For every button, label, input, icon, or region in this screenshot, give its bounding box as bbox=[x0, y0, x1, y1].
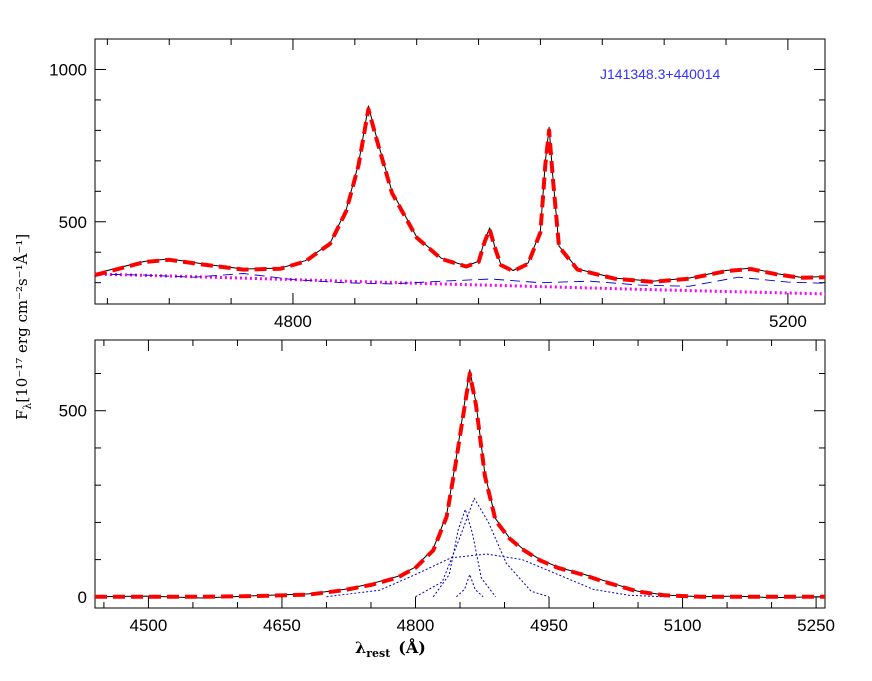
x-axis-label: λrest (Å) bbox=[355, 636, 426, 660]
top-y-tick-label: 500 bbox=[59, 213, 87, 232]
bottom-series-total-h-fit bbox=[95, 371, 825, 599]
top-x-tick-label: 4800 bbox=[274, 312, 312, 331]
bottom-panel: 4500 4650 4800 4950 5100 5250 0 500 bbox=[59, 339, 835, 635]
y-axis-label-symbol: F bbox=[13, 410, 31, 420]
bottom-x-tick-label: 4950 bbox=[530, 616, 568, 635]
top-panel-frame bbox=[94, 38, 826, 305]
bottom-series-observed-h-residual bbox=[94, 369, 826, 599]
bottom-x-tick-label: 5100 bbox=[664, 616, 702, 635]
bottom-x-tick-label: 5250 bbox=[797, 616, 835, 635]
bottom-x-tick-label: 4800 bbox=[397, 616, 435, 635]
bottom-series-narrow-component-2 bbox=[456, 574, 484, 598]
bottom-y-tick-label: 0 bbox=[78, 588, 87, 607]
bottom-x-tick-label: 4500 bbox=[130, 616, 168, 635]
top-series-model-fit bbox=[94, 107, 826, 284]
bottom-y-tick-label: 500 bbox=[59, 402, 87, 421]
bottom-series-broad-component bbox=[326, 553, 665, 598]
y-axis-label-sub: λ bbox=[21, 403, 34, 410]
top-series-observed-spectrum bbox=[94, 105, 826, 282]
bottom-series-narrow-component-1 bbox=[432, 508, 496, 598]
bottom-x-tick-label: 4650 bbox=[263, 616, 301, 635]
top-x-tick-label: 5200 bbox=[769, 312, 807, 331]
top-panel: 4800 5200 500 1000 J141348.3+440014 bbox=[49, 38, 826, 331]
top-series-power-law-continuum bbox=[94, 272, 826, 296]
top-series-fe-ii-template bbox=[94, 273, 826, 287]
x-axis-label-sub: rest bbox=[366, 647, 391, 660]
x-axis-label-unit: (Å) bbox=[398, 636, 426, 657]
y-axis-label: Fλ[10⁻¹⁷ erg cm⁻²s⁻¹Å⁻¹] bbox=[13, 234, 34, 420]
top-y-tick-label: 1000 bbox=[49, 60, 87, 79]
object-name: J141348.3+440014 bbox=[600, 66, 720, 82]
x-axis-label-symbol: λ bbox=[355, 638, 366, 657]
bottom-panel-frame bbox=[94, 339, 826, 609]
bottom-series-intermediate-component bbox=[415, 497, 550, 598]
y-axis-label-units: [10⁻¹⁷ erg cm⁻²s⁻¹Å⁻¹] bbox=[13, 234, 31, 403]
